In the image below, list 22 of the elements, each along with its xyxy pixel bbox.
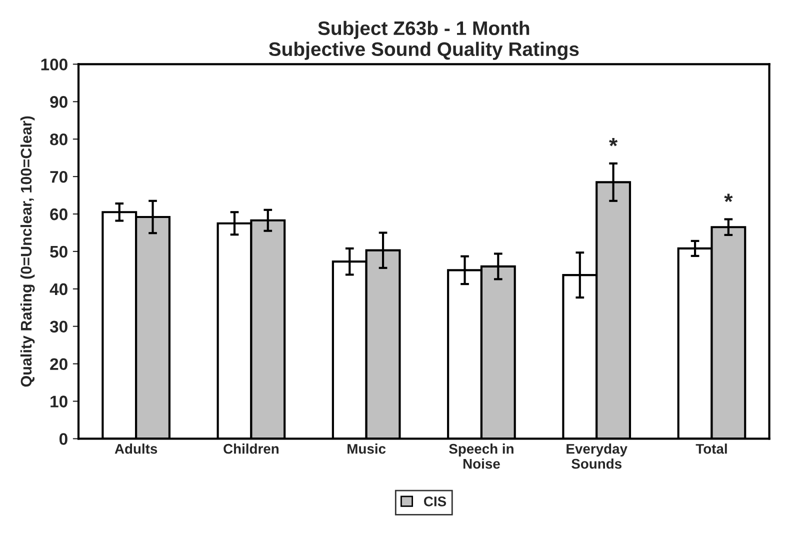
y-tick-label: 50 bbox=[50, 246, 68, 258]
y-tick-label: 0 bbox=[59, 433, 68, 445]
chart-title: Subject Z63b - 1 Month Subjective Sound Quality Ratings bbox=[268, 20, 579, 60]
y-tick-label: 10 bbox=[50, 396, 68, 408]
y-tick-label: 60 bbox=[50, 208, 68, 220]
x-tick-label: Children bbox=[224, 444, 279, 454]
x-tick-label: Adults bbox=[114, 444, 158, 454]
x-tick-label: Total bbox=[696, 444, 727, 454]
x-tick-label: Everyday Sounds bbox=[566, 444, 628, 469]
legend-label: CIS bbox=[424, 496, 446, 506]
y-tick-label: 70 bbox=[50, 170, 68, 183]
y-tick-label: 20 bbox=[50, 358, 68, 370]
y-tick-label: 100 bbox=[41, 58, 68, 70]
y-tick-label: 30 bbox=[50, 320, 68, 333]
y-tick-label: 80 bbox=[50, 134, 68, 146]
y-tick-label: 40 bbox=[50, 283, 68, 296]
annotation: * bbox=[609, 138, 618, 146]
y-axis-title: Quality Rating (0=Unclear, 100=Clear) bbox=[20, 116, 35, 387]
annotation: * bbox=[724, 194, 733, 202]
x-tick-label: Music bbox=[348, 444, 386, 454]
y-tick-label: 90 bbox=[50, 96, 68, 108]
x-tick-label: Speech in Noise bbox=[449, 444, 514, 469]
